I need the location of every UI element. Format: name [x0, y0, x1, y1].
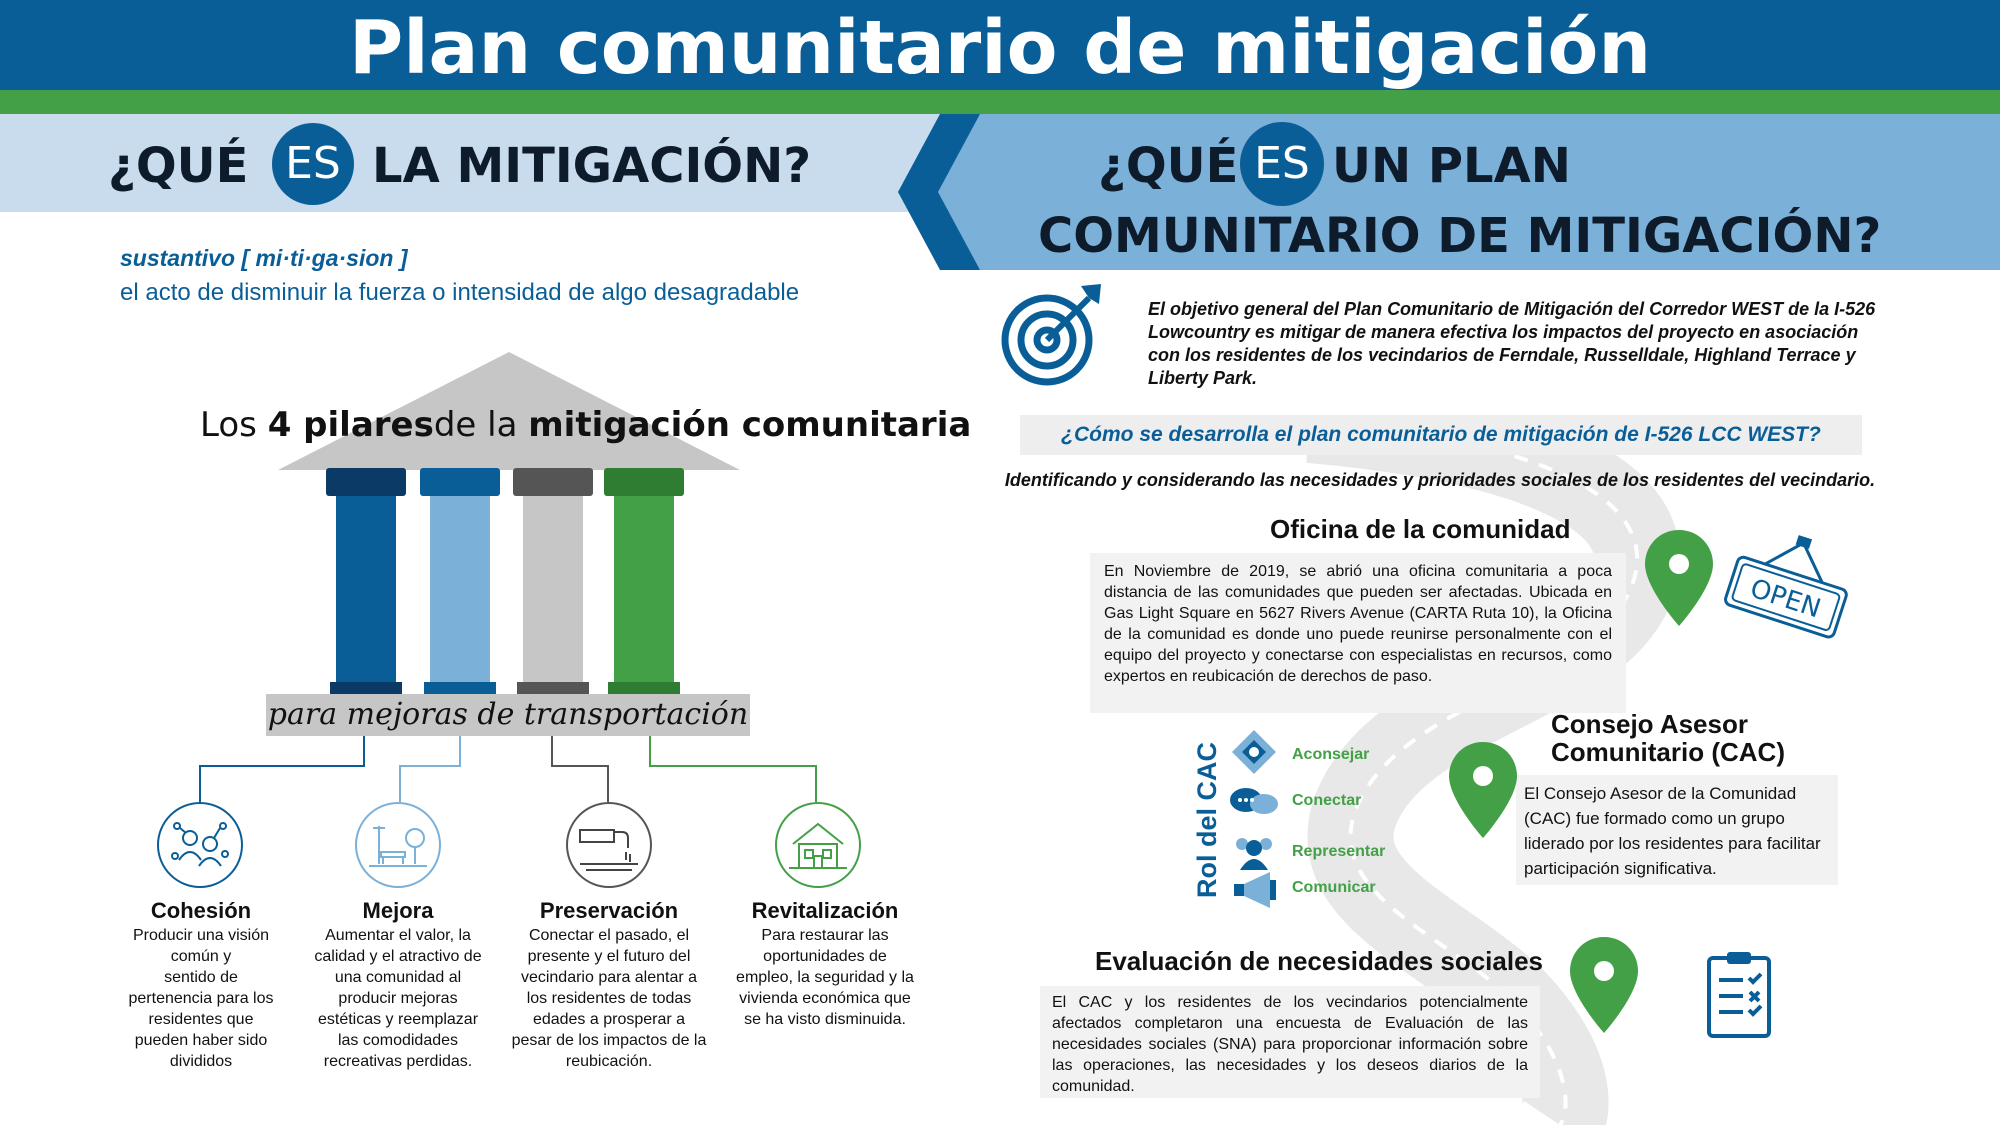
pillar-name-mejora: Mejora [362, 898, 434, 923]
megaphone-icon [1234, 872, 1276, 908]
pillars-title-mid: de la [433, 405, 518, 445]
header-bar [0, 0, 2000, 90]
temple-roof [278, 352, 740, 470]
desc-line: presente y el futuro del [527, 948, 691, 965]
pillar-desc-mejora: Aumentar el valor, la calidad y el atrac… [300, 925, 496, 1072]
desc-line: sentido de [164, 969, 238, 986]
cac-role-heading: Rol del CAC [1192, 741, 1222, 898]
desc-line: los residentes de todas [526, 990, 692, 1007]
how-answer: Identificando y considerando las necesid… [1004, 470, 1876, 490]
right-es-badge: ES [1240, 122, 1324, 206]
pillar-connectors [199, 736, 817, 802]
right-question-line2: COMUNITARIO DE MITIGACIÓN? [1038, 208, 1882, 264]
house-icon [775, 802, 861, 888]
pillars-title-bold2: mitigación comunitaria [528, 405, 972, 445]
group-people-icon [1236, 838, 1272, 870]
desc-line: divididos [169, 1053, 233, 1070]
desc-line: Para restaurar las [761, 927, 889, 944]
cac-title: Consejo Asesor Comunitario (CAC) [1551, 710, 1785, 766]
office-text: En Noviembre de 2019, se abrió una ofici… [1104, 563, 1612, 685]
location-pin-icon [1449, 742, 1517, 838]
sna-title: Evaluación de necesidades sociales [1095, 946, 1544, 976]
page-title: Plan comunitario de mitigación [348, 5, 1652, 91]
left-es-badge: ES [272, 123, 354, 205]
chat-bubbles-icon [1230, 788, 1278, 814]
sna-card: El CAC y los residentes de los vecindari… [1040, 986, 1540, 1098]
desc-line: calidad y el atractivo de [314, 948, 482, 965]
location-pin-icon [1645, 530, 1713, 626]
desc-line: pertenencia para los [128, 990, 274, 1007]
column-revitalizacion [604, 468, 684, 694]
role-conectar: Conectar [1292, 792, 1362, 809]
header-accent-stripe [0, 90, 2000, 114]
pipe-water-icon [566, 802, 652, 888]
column-preservacion [513, 468, 593, 694]
desc-line: se ha visto disminuida. [744, 1011, 906, 1028]
objective-text: El objetivo general del Plan Comunitario… [1148, 299, 1876, 388]
desc-line: Producir una visión [132, 927, 270, 944]
desc-line: residentes que [148, 1011, 254, 1028]
desc-line: común y [170, 948, 232, 965]
desc-line: las comodidades [337, 1032, 459, 1049]
desc-line: una comunidad al [334, 969, 462, 986]
pillar-name-revitalizacion: Revitalización [751, 898, 899, 923]
desc-line: reubicación. [565, 1053, 653, 1070]
desc-line: vivienda económica que [739, 990, 911, 1007]
advise-icon [1232, 730, 1276, 774]
sna-text: El CAC y los residentes de los vecindari… [1052, 994, 1528, 1095]
desc-line: Aumentar el valor, la [325, 927, 471, 944]
open-sign-icon: OPEN [1724, 535, 1848, 639]
cac-card: El Consejo Asesor de la Comunidad (CAC) … [1516, 775, 1838, 885]
column-cohesion [326, 468, 406, 694]
desc-line: Conectar el pasado, el [528, 927, 690, 944]
desc-line: vecindario para alentar a [520, 969, 698, 986]
desc-line: pesar de los impactos de la [511, 1032, 707, 1049]
location-pin-icon [1570, 937, 1638, 1033]
target-icon [1001, 284, 1101, 386]
right-question-band [898, 114, 2000, 270]
pillars-title-pre: Los [200, 405, 257, 445]
definition-text: el acto de disminuir la fuerza o intensi… [120, 279, 800, 306]
temple-columns [326, 468, 684, 694]
role-comunicar: Comunicar [1292, 879, 1376, 896]
cac-text: El Consejo Asesor de la Comunidad (CAC) … [1524, 784, 1821, 878]
how-question: ¿Cómo se desarrolla el plan comunitario … [1020, 415, 1862, 455]
left-question-part1: ¿QUÉ [108, 138, 249, 194]
people-network-icon [157, 802, 243, 888]
clipboard-checklist-icon [1707, 952, 1771, 1038]
pillars-title: Los 4 pilaresde la mitigación comunitari… [200, 405, 971, 445]
pillar-name-preservacion: Preservación [539, 898, 679, 923]
right-question-part2: UN PLAN [1332, 138, 1571, 194]
pillar-desc-preservacion: Conectar el pasado, el presente y el fut… [502, 925, 716, 1072]
desc-line: empleo, la seguridad y la [736, 969, 914, 986]
office-title: Oficina de la comunidad [1270, 514, 1571, 544]
role-representar: Representar [1292, 843, 1386, 860]
column-mejora [420, 468, 500, 694]
pillar-desc-revitalizacion: Para restaurar las oportunidades de empl… [727, 925, 923, 1030]
desc-line: oportunidades de [763, 948, 887, 965]
left-question-band [0, 114, 940, 212]
definition-label-text: sustantivo [ mi·ti·ga·sion ] [120, 245, 408, 271]
right-question-part1: ¿QUÉ [1098, 138, 1239, 194]
desc-line: pueden haber sido [134, 1032, 268, 1049]
cac-title-line1: Consejo Asesor [1551, 709, 1748, 739]
desc-line: estéticas y reemplazar [317, 1011, 479, 1028]
pillar-desc-cohesion: Producir una visión común y sentido de p… [110, 925, 292, 1072]
cac-title-line2: Comunitario (CAC) [1551, 737, 1785, 767]
desc-line: edades a prosperar a [532, 1011, 686, 1028]
pillar-name-cohesion: Cohesión [150, 898, 252, 923]
office-card: En Noviembre de 2019, se abrió una ofici… [1090, 553, 1626, 713]
desc-line: recreativas perdidas. [323, 1053, 473, 1070]
park-bench-icon [355, 802, 441, 888]
definition-label: sustantivo [ mi·ti·ga·sion ] [120, 245, 408, 272]
pillars-title-bold1: 4 pilares [267, 405, 434, 445]
role-aconsejar: Aconsejar [1292, 746, 1370, 763]
left-question-part2: LA MITIGACIÓN? [372, 138, 812, 194]
pillars-subtitle: para mejoras de transportación [266, 694, 750, 736]
desc-line: producir mejoras [338, 990, 458, 1007]
